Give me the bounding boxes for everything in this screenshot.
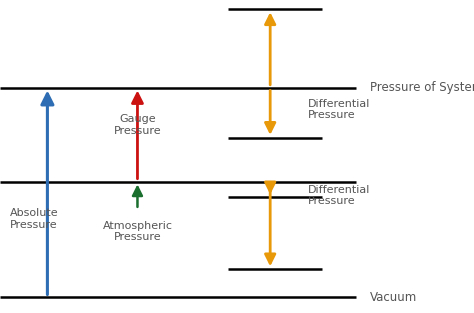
- Text: Pressure of System: Pressure of System: [370, 81, 474, 94]
- Text: Atmospheric
Pressure: Atmospheric Pressure: [102, 221, 173, 243]
- Text: Gauge
Pressure: Gauge Pressure: [114, 114, 161, 136]
- Text: Vacuum: Vacuum: [370, 291, 417, 304]
- Text: Absolute
Pressure: Absolute Pressure: [9, 208, 58, 230]
- Text: Differential
Pressure: Differential Pressure: [308, 99, 371, 121]
- Text: Differential
Pressure: Differential Pressure: [308, 185, 371, 207]
